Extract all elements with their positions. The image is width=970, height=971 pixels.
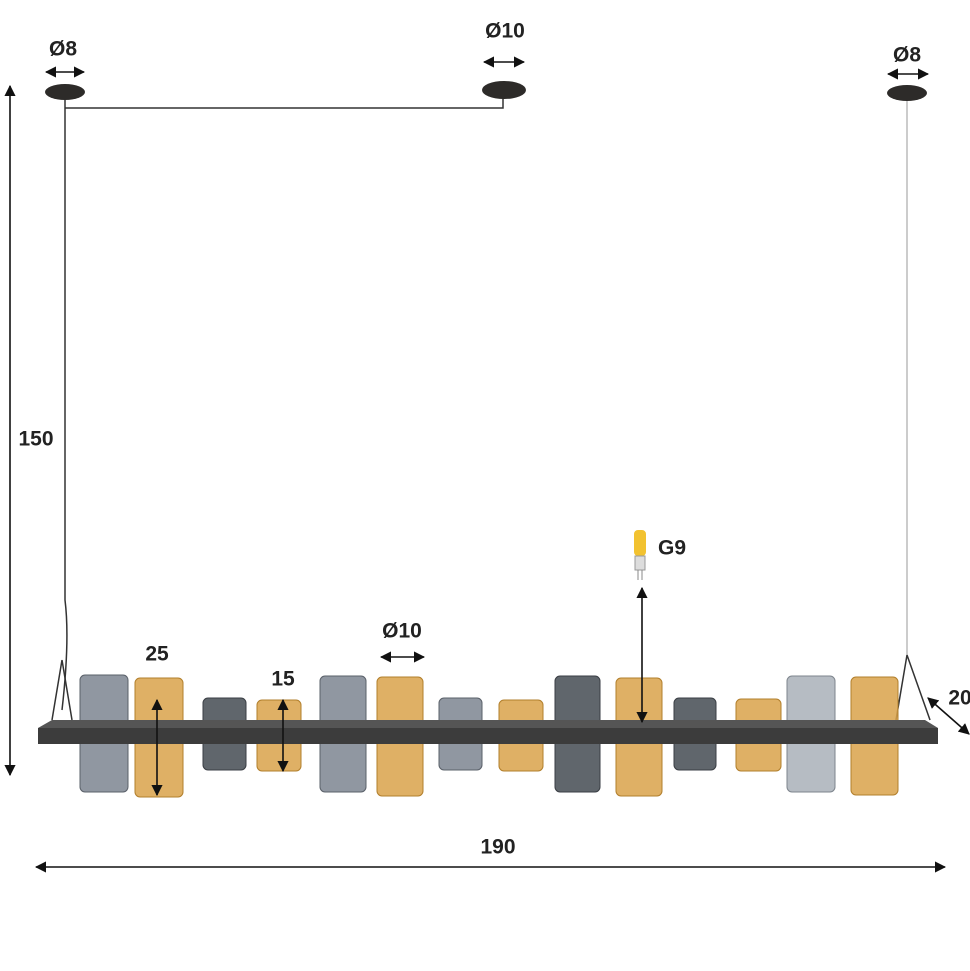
dimension-label: Ø10 <box>382 620 422 643</box>
dimension-label: Ø8 <box>893 44 921 67</box>
bar <box>38 720 938 744</box>
bulb-icon <box>634 530 646 580</box>
bulb-label: G9 <box>658 537 686 560</box>
dimension-label: 190 <box>480 836 515 859</box>
shades <box>79 674 899 798</box>
canopies <box>45 81 927 101</box>
dimension-label: Ø10 <box>485 20 525 43</box>
dimension-label: 150 <box>18 428 53 451</box>
dimension-label: 15 <box>271 668 295 691</box>
dimension-arrows <box>4 56 970 873</box>
wires <box>51 92 931 721</box>
dimension-label: Ø8 <box>49 38 77 61</box>
dimension-label: 20 <box>948 687 970 710</box>
dimension-label: 25 <box>145 643 169 666</box>
